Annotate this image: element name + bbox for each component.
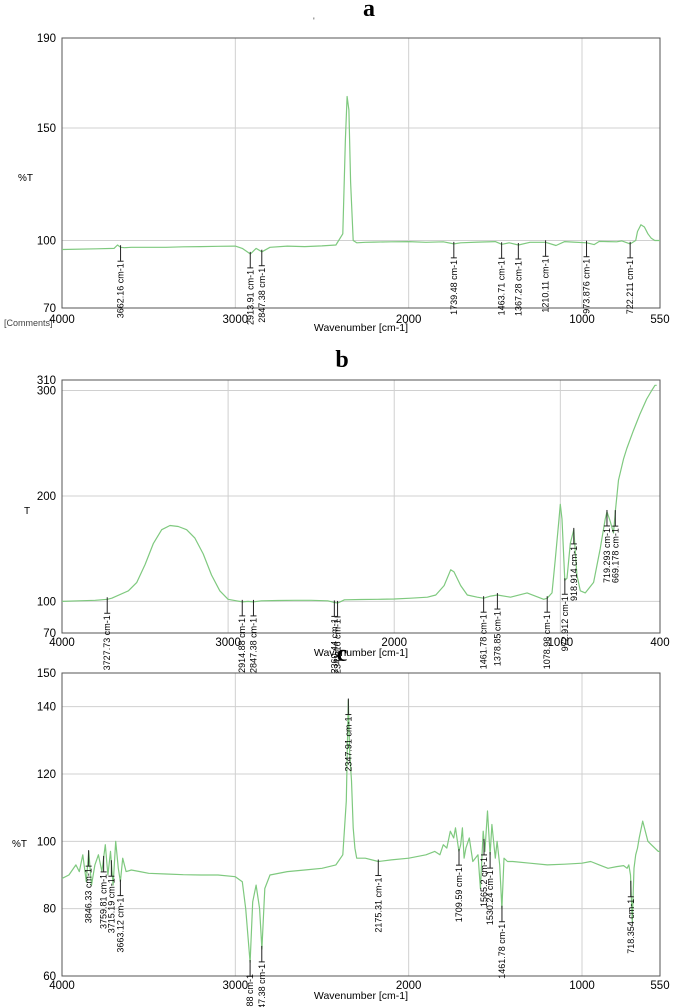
- plot-frame: [61, 379, 661, 634]
- x-tick-label: 2000: [381, 637, 407, 649]
- peak-label: 2913.91 cm-1: [245, 270, 255, 325]
- x-tick-label: 4000: [49, 637, 75, 649]
- y-tick-label: 150: [37, 123, 56, 135]
- peak-label: 2347.91 cm-1: [343, 717, 353, 772]
- peak-label: 3727.73 cm-1: [102, 615, 112, 670]
- x-tick-label: 1000: [548, 637, 574, 649]
- x-tick-label: 1000: [569, 314, 595, 326]
- x-tick-label: 550: [650, 980, 669, 992]
- x-tick-label: 3000: [223, 980, 249, 992]
- peak-label: 3663.12 cm-1: [115, 898, 125, 953]
- peak-label: 973.876 cm-1: [582, 259, 592, 314]
- plot-frame: [61, 672, 661, 977]
- y-tick-label: 100: [37, 836, 56, 848]
- peak-label: 3846.33 cm-1: [84, 868, 94, 923]
- peak-label: 1463.71 cm-1: [497, 260, 507, 315]
- plot-frame: [61, 37, 661, 309]
- peak-label: 2914.88 cm-1: [237, 618, 247, 673]
- peak-label: 1709.59 cm-1: [454, 867, 464, 922]
- x-tick-label: 2000: [396, 314, 422, 326]
- peak-label: 3715.19 cm-1: [106, 878, 116, 933]
- panel-label-c: c: [337, 641, 348, 667]
- x-tick-label: 3000: [223, 314, 249, 326]
- x-tick-label: 4000: [49, 980, 75, 992]
- x-tick-label: 4000: [49, 314, 75, 326]
- peak-label: 1378.85 cm-1: [492, 611, 502, 666]
- x-tick-label: 3000: [215, 637, 241, 649]
- spectrum-chart-c: 4000 3000 2000 1000 550 150 140 120 100 80 60 Waven…: [12, 668, 670, 1007]
- peak-label: 2175.31 cm-1: [373, 878, 383, 933]
- peak-label: 2341.16 cm-1: [333, 619, 343, 674]
- peak-label: 2847.38 cm-1: [257, 964, 267, 1007]
- y-tick-label: 70: [43, 628, 56, 640]
- y-tick-label: 200: [37, 491, 56, 503]
- x-axis-label: Wavenumber [cm-1]: [314, 322, 408, 334]
- peak-label: 2847.38 cm-1: [248, 618, 258, 673]
- y-tick-label: 300: [37, 386, 56, 398]
- peak-label: 722.211 cm-1: [625, 260, 635, 314]
- panel-label-a: a: [363, 0, 375, 22]
- peak-label: 1210.11 cm-1: [541, 258, 551, 312]
- peak-label: 1461.78 cm-1: [497, 924, 507, 979]
- y-tick-label: 100: [37, 236, 56, 248]
- peak-label: 1739.48 cm-1: [449, 260, 459, 315]
- peak-label: 1530.24 cm-1: [485, 870, 495, 925]
- spectrum-chart-a: 4000 3000 2000 1000 550 190 150 100 70 Wavenumber…: [18, 33, 670, 334]
- y-tick-label: 100: [37, 596, 56, 608]
- peak-label: 1078.98 cm-1: [542, 614, 552, 669]
- spectrum-line: [61, 699, 660, 964]
- y-axis-label: T: [24, 506, 30, 517]
- peak-label: 3759.81 cm-1: [99, 874, 109, 929]
- x-tick-label: 400: [650, 637, 669, 649]
- y-tick-label: 60: [43, 971, 56, 983]
- peak-label: 1461.78 cm-1: [479, 614, 489, 669]
- y-tick-label: 310: [37, 375, 56, 387]
- x-tick-label: 550: [650, 314, 669, 326]
- peak-label: 2360.44 cm-1: [329, 618, 339, 673]
- peak-label: 1565.2 cm-1: [479, 857, 489, 907]
- y-tick-label: 80: [43, 904, 56, 916]
- y-axis-label: %T: [18, 173, 33, 184]
- spectrum-line: [61, 95, 660, 255]
- peak-label: 2914.88 cm-1: [245, 974, 255, 1007]
- x-axis-label: Wavenumber [cm-1]: [314, 647, 408, 659]
- y-tick-label: 140: [37, 702, 56, 714]
- peak-label: 669.178 cm-1: [610, 528, 620, 583]
- x-tick-label: 2000: [396, 980, 422, 992]
- y-tick-label: 190: [37, 33, 56, 45]
- y-tick-label: 120: [37, 769, 56, 781]
- peak-label: 918.914 cm-1: [569, 546, 579, 601]
- peak-label: 2847.38 cm-1: [257, 268, 267, 323]
- peak-label: 718.354 cm-1: [626, 899, 636, 954]
- peak-label: 3662.16 cm-1: [116, 263, 126, 318]
- y-tick-label: 150: [37, 668, 56, 680]
- comments-note: [Comments]: [4, 318, 53, 328]
- peak-label: 1367.28 cm-1: [513, 261, 523, 316]
- x-tick-label: 1000: [569, 980, 595, 992]
- stray-mark: ': [313, 16, 315, 26]
- y-axis-label: %T: [12, 839, 27, 850]
- panel-label-b: b: [335, 347, 348, 373]
- y-tick-label: 70: [43, 303, 56, 315]
- x-axis-label: Wavenumber [cm-1]: [314, 990, 408, 1002]
- spectrum-line: [61, 384, 657, 604]
- peak-label: 972.912 cm-1: [560, 596, 570, 651]
- peak-label: 719.293 cm-1: [602, 528, 612, 583]
